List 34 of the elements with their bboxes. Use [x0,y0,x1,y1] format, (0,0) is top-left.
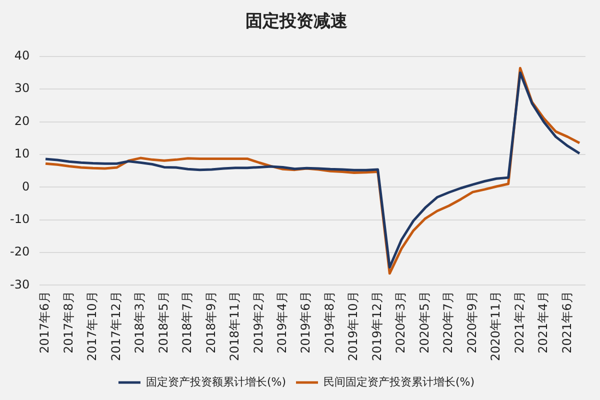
legend-label: 固定资产投资额累计增长(%) [146,375,286,388]
x-tick-label: 2019年10月 [346,291,360,362]
y-tick-label: 10 [14,146,30,161]
x-tick-label: 2021年4月 [536,291,550,354]
chart-title: 固定投资减速 [246,12,348,32]
x-tick-label: 2017年6月 [38,291,52,354]
y-tick-label: 40 [14,48,30,63]
x-tick-label: 2019年2月 [251,291,266,354]
y-tick-label: -10 [10,212,30,226]
x-tick-label: 2019年12月 [370,291,384,362]
y-tick-label: 20 [14,114,30,128]
x-tick-label: 2019年4月 [274,291,289,354]
x-tick-label: 2018年9月 [204,291,218,354]
y-tick-label: -30 [10,277,30,292]
legend-label: 民间固定资产投资累计增长(%) [324,375,475,388]
x-tick-label: 2021年2月 [512,291,526,354]
x-tick-label: 2018年3月 [132,291,147,354]
x-tick-label: 2020年11月 [488,291,503,362]
y-tick-label: -20 [10,244,30,259]
x-tick-label: 2020年5月 [417,291,432,354]
x-tick-label: 2019年6月 [298,291,313,354]
x-tick-label: 2020年7月 [441,291,456,354]
x-tick-label: 2018年7月 [180,291,194,354]
x-tick-label: 2020年9月 [464,291,479,354]
x-tick-label: 2020年3月 [394,291,408,354]
y-tick-label: 0 [22,179,30,194]
x-tick-label: 2018年5月 [156,291,170,354]
x-tick-label: 2021年6月 [560,291,574,354]
x-tick-label: 2018年11月 [228,291,242,362]
x-tick-label: 2019年8月 [322,291,336,354]
x-tick-label: 2017年12月 [108,291,123,362]
x-tick-label: 2017年10月 [85,291,100,362]
y-tick-label: 30 [14,81,30,96]
x-tick-label: 2017年8月 [61,291,76,354]
